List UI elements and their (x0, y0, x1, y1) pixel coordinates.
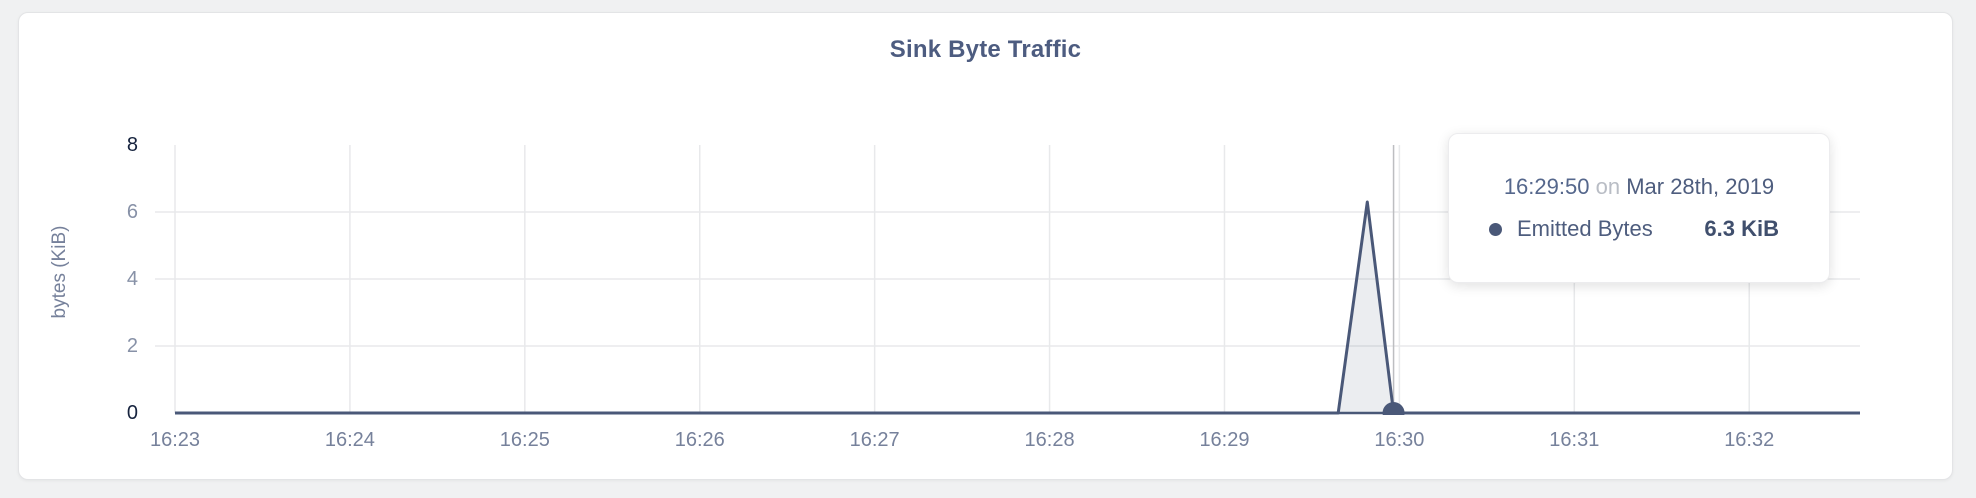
tooltip-date: Mar 28th, 2019 (1626, 174, 1775, 199)
chart-tooltip: 16:29:50 on Mar 28th, 2019 Emitted Bytes… (1448, 133, 1830, 283)
x-tick-label: 16:29 (1199, 429, 1250, 451)
tooltip-timestamp: 16:29:50 on Mar 28th, 2019 (1449, 174, 1829, 200)
hover-point-dot (1382, 402, 1405, 415)
x-tick-label: 16:31 (1549, 429, 1600, 451)
x-tick-label: 16:28 (1024, 429, 1075, 451)
chart-title: Sink Byte Traffic (889, 36, 1082, 63)
x-tick-label: 16:23 (149, 429, 201, 451)
series-marker-icon (1489, 222, 1502, 236)
y-tick-label: 8 (126, 134, 138, 156)
tooltip-time: 16:29:50 (1503, 174, 1590, 199)
x-tick-label: 16:26 (674, 429, 725, 451)
tooltip-series-label: Emitted Bytes (1517, 216, 1653, 241)
series-line (175, 200, 1860, 415)
x-tick-label: 16:32 (1724, 429, 1775, 451)
tooltip-connector: on (1595, 174, 1621, 199)
y-tick-label: 2 (126, 335, 138, 357)
x-tick-label: 16:30 (1374, 429, 1425, 451)
y-tick-label: 0 (126, 402, 138, 424)
tooltip-series-value: 6.3 KiB (1704, 216, 1779, 241)
x-tick-label: 16:24 (324, 429, 375, 451)
x-tick-label: 16:25 (499, 429, 550, 451)
y-tick-label: 6 (126, 201, 138, 223)
y-tick-label: 4 (126, 268, 138, 290)
tooltip-series-row: Emitted Bytes 6.3 KiB (1449, 216, 1829, 242)
x-tick-label: 16:27 (849, 429, 900, 451)
